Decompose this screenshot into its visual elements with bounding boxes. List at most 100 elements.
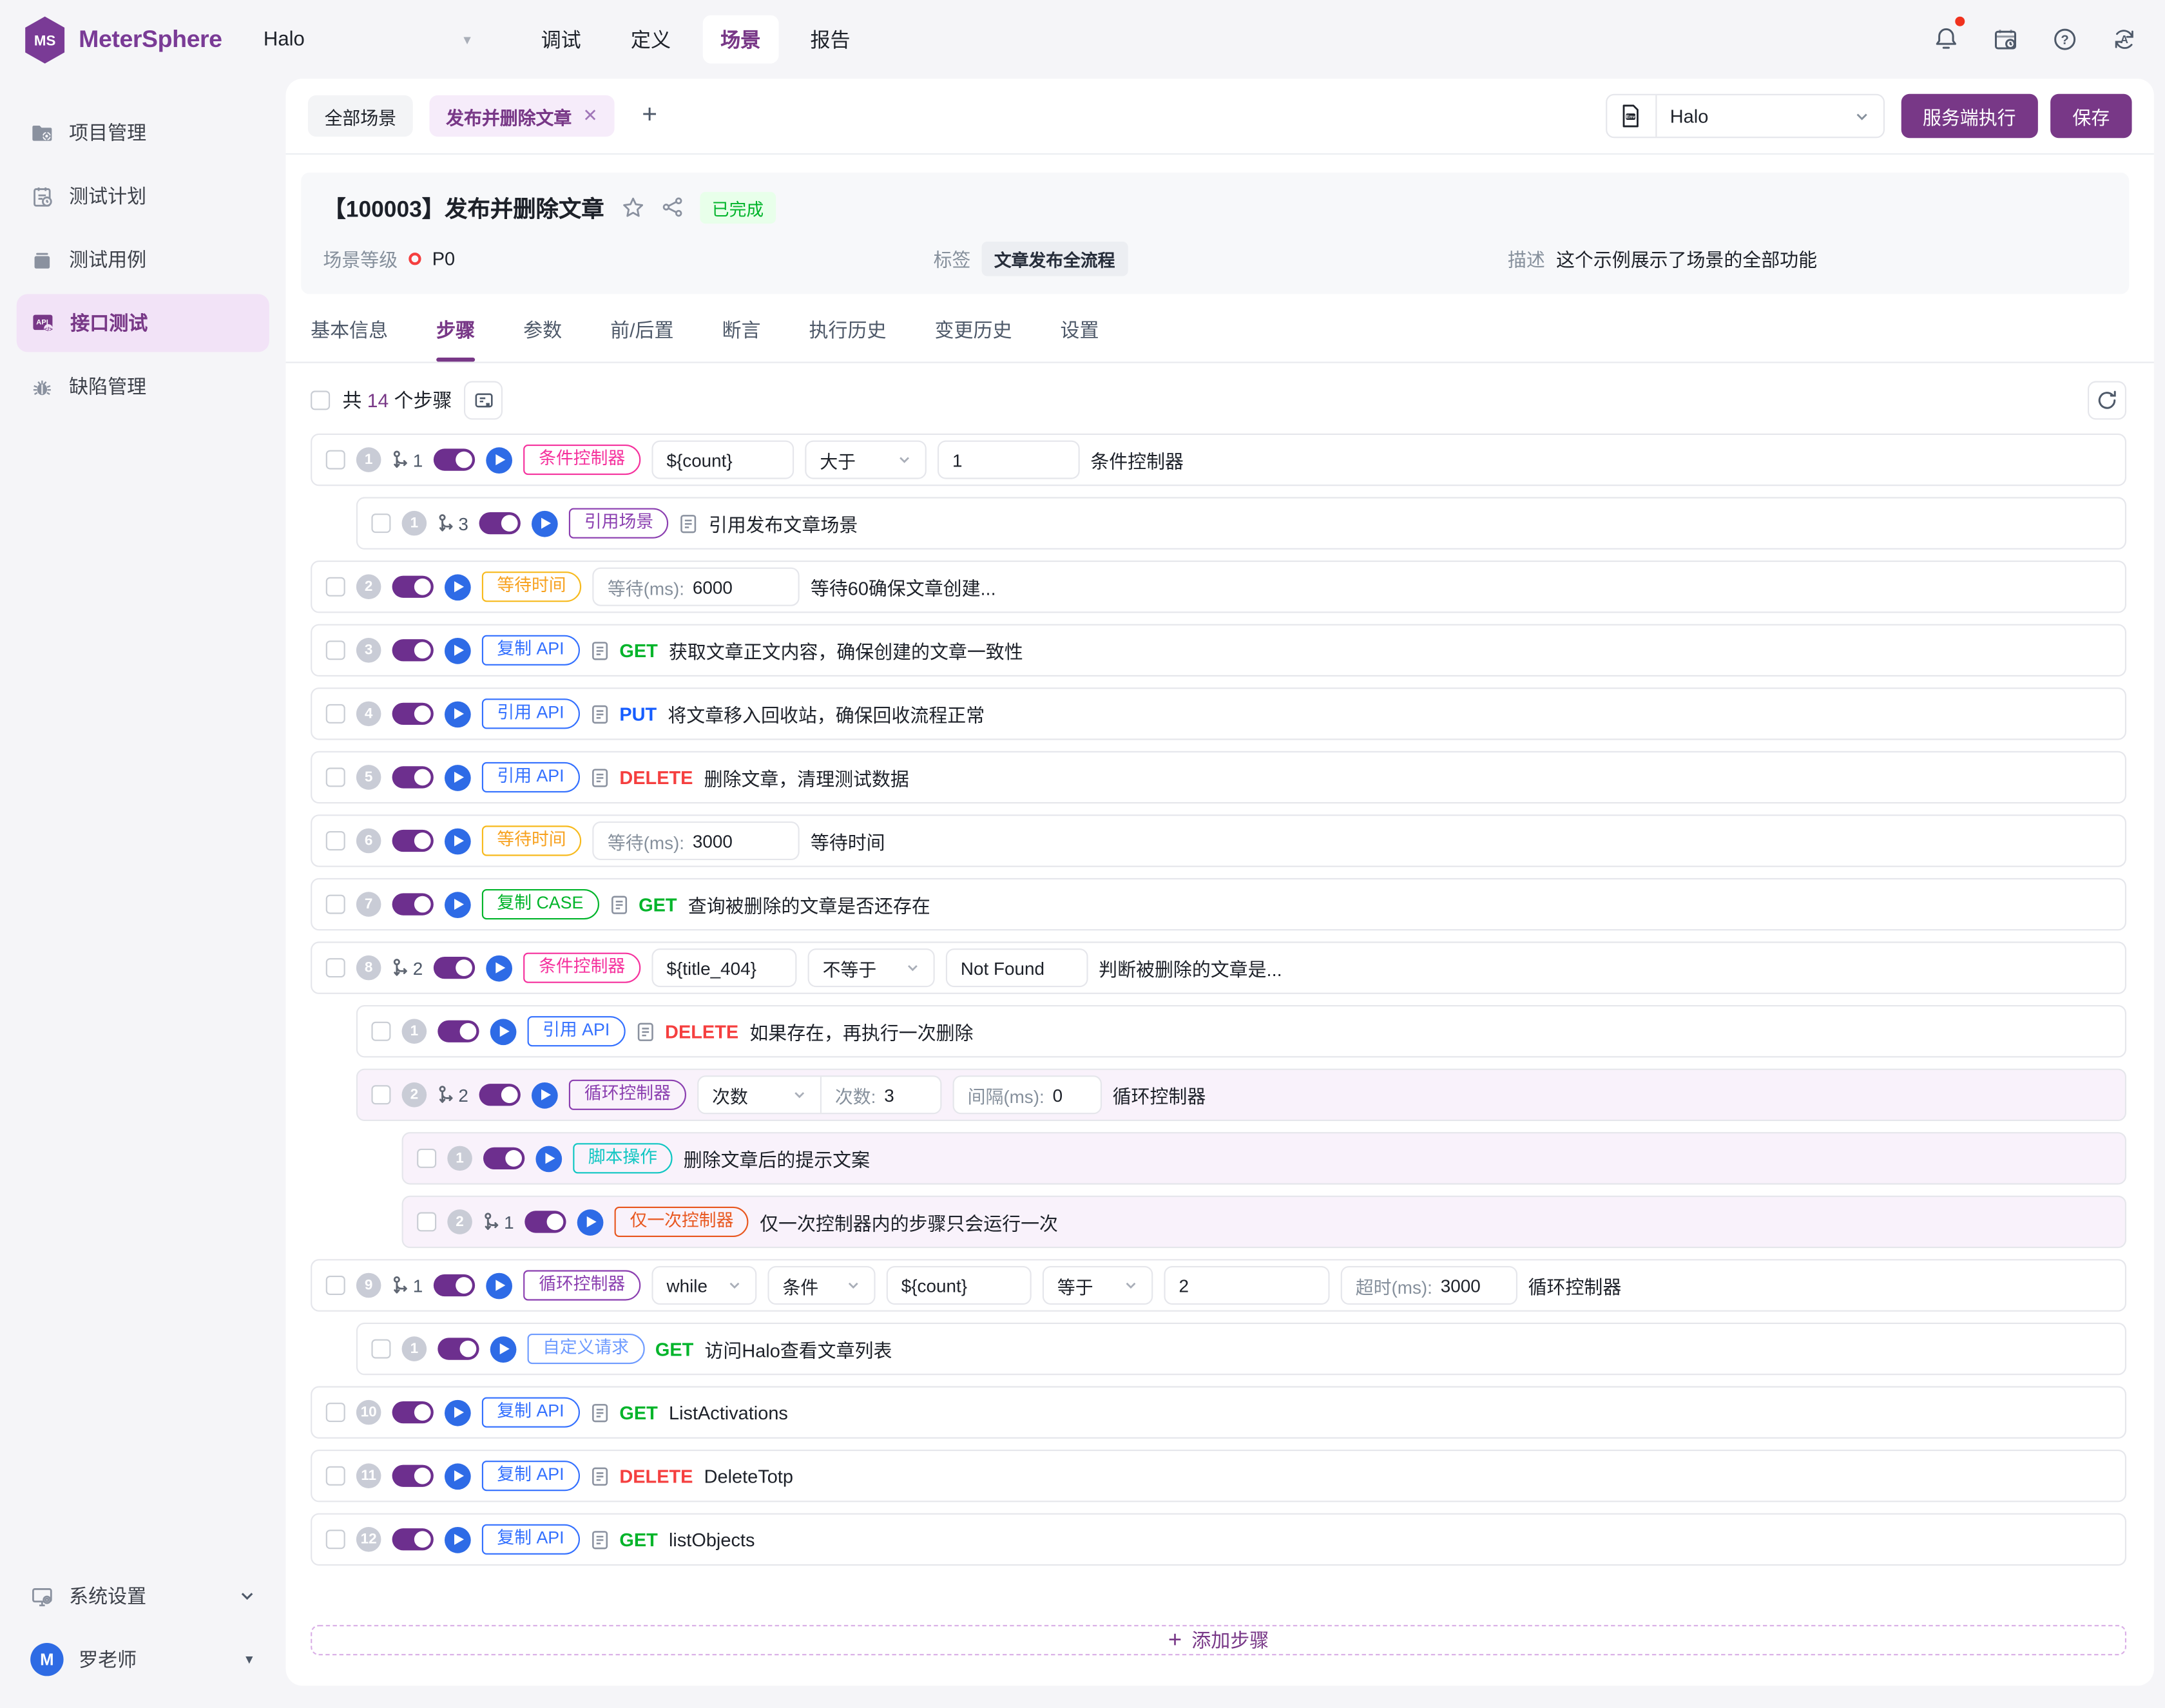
run-step-button[interactable] <box>486 1272 513 1299</box>
user-menu[interactable]: M 罗老师 ▼ <box>17 1631 269 1689</box>
step-select[interactable]: while <box>651 1265 756 1305</box>
step-row[interactable]: 9 1 循环控制器 while 条件 ${count} 等于 2 超时(ms): 3000 循环控制… <box>311 1259 2127 1312</box>
tab-all-scenarios[interactable]: 全部场景 <box>307 95 413 137</box>
environment-selector[interactable]: Env Halo <box>1605 93 1884 139</box>
step-checkbox[interactable] <box>371 1021 391 1041</box>
step-combo-control[interactable]: 次数 次数: 3 <box>697 1075 941 1115</box>
enable-toggle[interactable] <box>483 1147 525 1169</box>
run-step-button[interactable] <box>532 510 559 537</box>
step-row[interactable]: 8 2 条件控制器 ${title_404} 不等于 Not Found 判断被删除的文章是… <box>311 941 2127 994</box>
step-row[interactable]: 10 复制 API GET ListActivations <box>311 1386 2127 1439</box>
logo[interactable]: MS MeterSphere <box>22 15 222 64</box>
enable-toggle[interactable] <box>392 702 434 725</box>
step-input[interactable]: Not Found <box>945 948 1088 988</box>
nav-report[interactable]: 报告 <box>810 30 851 53</box>
save-button[interactable]: 保存 <box>2050 93 2132 139</box>
tab-exec-history[interactable]: 执行历史 <box>809 318 887 341</box>
add-step-button[interactable]: + 添加步骤 <box>311 1625 2127 1656</box>
sidebar-item-test-plan[interactable]: 测试计划 <box>17 167 269 225</box>
sidebar-item-test-case[interactable]: 测试用例 <box>17 231 269 289</box>
select-all-checkbox[interactable] <box>311 390 331 410</box>
step-checkbox[interactable] <box>325 704 345 724</box>
step-row[interactable]: 2 2 循环控制器 次数 次数: 3 间隔(ms): 0 循环控制器 <box>356 1068 2126 1121</box>
enable-toggle[interactable] <box>392 829 434 852</box>
enable-toggle[interactable] <box>392 893 434 916</box>
step-row[interactable]: 4 引用 API PUT 将文章移入回收站，确保回收流程正常 <box>311 687 2127 740</box>
enable-toggle[interactable] <box>392 1528 434 1551</box>
step-row[interactable]: 3 复制 API GET 获取文章正文内容，确保创建的文章一致性 <box>311 624 2127 676</box>
enable-toggle[interactable] <box>438 1020 479 1042</box>
tab-params[interactable]: 参数 <box>523 318 563 341</box>
step-checkbox[interactable] <box>325 767 345 787</box>
run-step-button[interactable] <box>445 1463 471 1490</box>
enable-toggle[interactable] <box>434 1274 476 1297</box>
run-step-button[interactable] <box>532 1081 559 1108</box>
add-tab-icon[interactable]: + <box>642 101 658 130</box>
server-run-button[interactable]: 服务端执行 <box>1900 93 2038 139</box>
step-row[interactable]: 1 自定义请求 GET 访问Halo查看文章列表 <box>356 1322 2126 1376</box>
step-input[interactable]: 间隔(ms): 0 <box>952 1075 1102 1115</box>
step-input[interactable]: 等待(ms): 3000 <box>592 821 800 860</box>
run-step-button[interactable] <box>535 1145 563 1172</box>
collapse-steps-button[interactable] <box>464 381 503 420</box>
step-checkbox[interactable] <box>325 1275 345 1295</box>
step-checkbox[interactable] <box>325 831 345 850</box>
favorite-star-icon[interactable] <box>621 195 644 218</box>
step-input[interactable]: 1 <box>937 440 1080 479</box>
step-row[interactable]: 1 3 引用场景 引用发布文章场景 <box>356 497 2126 550</box>
step-select[interactable]: 不等于 <box>807 948 935 988</box>
step-checkbox[interactable] <box>325 1403 345 1423</box>
language-icon[interactable]: A <box>2110 26 2137 53</box>
tab-pre-post[interactable]: 前/后置 <box>610 318 674 341</box>
task-center-icon[interactable] <box>1991 26 2019 53</box>
enable-toggle[interactable] <box>392 575 434 598</box>
bell-icon[interactable] <box>1932 15 1965 53</box>
enable-toggle[interactable] <box>438 1338 479 1360</box>
step-row[interactable]: 2 1 仅一次控制器 仅一次控制器内的步骤只会运行一次 <box>401 1195 2127 1249</box>
project-selector[interactable]: Halo ▼ <box>264 28 474 50</box>
enable-toggle[interactable] <box>524 1211 567 1233</box>
step-row[interactable]: 1 引用 API DELETE 如果存在，再执行一次删除 <box>356 1005 2126 1058</box>
step-row[interactable]: 2 等待时间 等待(ms): 6000 等待60确保文章创建... <box>311 561 2127 613</box>
step-checkbox[interactable] <box>371 1085 391 1105</box>
step-input[interactable]: 等待(ms): 6000 <box>592 567 800 606</box>
step-checkbox[interactable] <box>325 1530 345 1550</box>
run-step-button[interactable] <box>445 891 471 917</box>
help-icon[interactable]: ? <box>2050 26 2078 53</box>
step-input[interactable]: 2 <box>1163 1265 1330 1305</box>
step-row[interactable]: 1 脚本操作 删除文章后的提示文案 <box>401 1132 2127 1185</box>
step-row[interactable]: 7 复制 CASE GET 查询被删除的文章是否还存在 <box>311 878 2127 931</box>
tab-assertions[interactable]: 断言 <box>722 318 761 341</box>
enable-toggle[interactable] <box>392 1464 434 1487</box>
run-step-button[interactable] <box>445 637 471 664</box>
nav-debug[interactable]: 调试 <box>541 30 581 53</box>
tab-change-history[interactable]: 变更历史 <box>934 318 1012 341</box>
enable-toggle[interactable] <box>392 639 434 662</box>
run-step-button[interactable] <box>486 446 513 473</box>
step-checkbox[interactable] <box>417 1212 437 1232</box>
nav-definition[interactable]: 定义 <box>630 30 671 53</box>
share-icon[interactable] <box>660 196 682 218</box>
step-checkbox[interactable] <box>325 958 345 978</box>
run-step-button[interactable] <box>445 1526 471 1553</box>
tab-basic-info[interactable]: 基本信息 <box>311 318 389 341</box>
step-input[interactable]: ${count} <box>886 1265 1032 1305</box>
enable-toggle[interactable] <box>392 1401 434 1424</box>
step-row[interactable]: 11 复制 API DELETE DeleteTotp <box>311 1450 2127 1502</box>
enable-toggle[interactable] <box>479 1084 521 1106</box>
step-checkbox[interactable] <box>417 1148 437 1168</box>
tab-current-scenario[interactable]: 发布并删除文章 ✕ <box>429 95 615 137</box>
run-step-button[interactable] <box>490 1018 517 1045</box>
tab-settings[interactable]: 设置 <box>1060 318 1099 341</box>
step-checkbox[interactable] <box>325 640 345 660</box>
run-step-button[interactable] <box>445 1399 471 1426</box>
step-select[interactable]: 等于 <box>1042 1265 1153 1305</box>
enable-toggle[interactable] <box>434 448 476 471</box>
run-step-button[interactable] <box>445 573 471 600</box>
step-row[interactable]: 12 复制 API GET listObjects <box>311 1513 2127 1566</box>
run-step-button[interactable] <box>577 1209 604 1235</box>
step-checkbox[interactable] <box>371 1339 391 1359</box>
sidebar-item-api-test[interactable]: API </> 接口测试 <box>16 294 269 352</box>
step-checkbox[interactable] <box>325 450 345 470</box>
run-step-button[interactable] <box>445 827 471 854</box>
